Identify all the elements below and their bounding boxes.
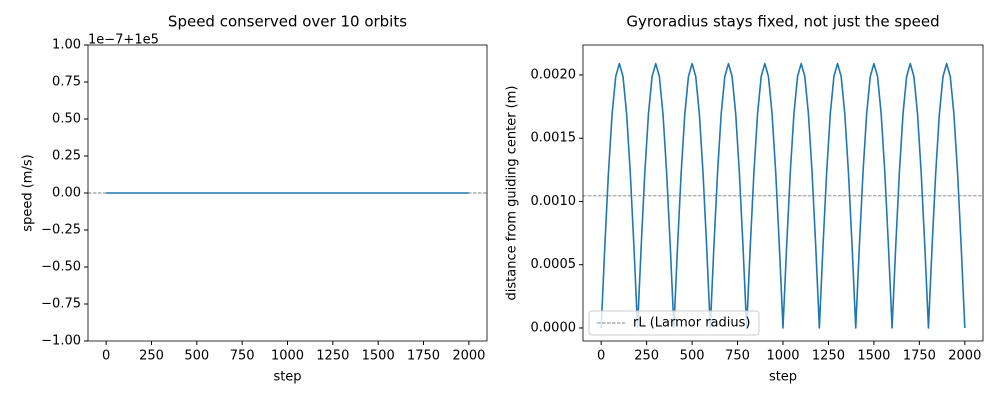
y-tick-label: 0.0020 (531, 67, 577, 82)
x-tick-label: 1000 (271, 349, 304, 364)
legend-label: rL (Larmor radius) (633, 316, 750, 331)
x-tick-label: 1250 (316, 349, 349, 364)
x-axis-label: step (273, 370, 301, 385)
plot-frame (87, 44, 488, 342)
y-tick-label: 0.0000 (531, 320, 577, 335)
y-tick-label: 1.00 (52, 38, 81, 53)
y-tick-label: 0.0005 (531, 257, 577, 272)
x-tick-label: 1750 (407, 349, 440, 364)
y-tick-label: −0.75 (41, 297, 81, 312)
x-tick-label: 1000 (766, 349, 799, 364)
x-axis-label: step (769, 370, 797, 385)
chart-title: Speed conserved over 10 orbits (168, 13, 407, 31)
x-tick-label: 250 (634, 349, 659, 364)
x-tick-label: 0 (597, 349, 605, 364)
x-tick-label: 1250 (812, 349, 845, 364)
chart-title: Gyroradius stays fixed, not just the spe… (626, 13, 939, 31)
y-tick-label: 0.75 (52, 75, 81, 90)
x-tick-label: 500 (680, 349, 705, 364)
y-tick-label: −0.50 (41, 260, 81, 275)
x-tick-label: 0 (102, 349, 110, 364)
y-axis-label: distance from guiding center (m) (505, 86, 520, 301)
x-tick-label: 250 (139, 349, 164, 364)
x-tick-label: 1500 (857, 349, 890, 364)
x-tick-label: 750 (230, 349, 255, 364)
x-tick-label: 500 (184, 349, 209, 364)
y-tick-label: −1.00 (41, 334, 81, 349)
y-tick-label: 0.50 (52, 112, 81, 127)
y-axis-label: speed (m/s) (21, 154, 36, 231)
plot-frame (582, 44, 984, 342)
legend-box (588, 310, 760, 336)
data-line (600, 62, 966, 329)
y-tick-label: 0.0015 (531, 131, 577, 146)
y-tick-label: 0.00 (52, 186, 81, 201)
y-tick-label: 0.0010 (531, 194, 577, 209)
y-tick-label: −0.25 (41, 223, 81, 238)
x-tick-label: 750 (725, 349, 750, 364)
offset-text: 1e−7+1e5 (88, 33, 159, 48)
x-tick-label: 2000 (948, 349, 981, 364)
x-tick-label: 1500 (362, 349, 395, 364)
y-tick-label: 0.25 (52, 149, 81, 164)
x-tick-label: 2000 (452, 349, 485, 364)
x-tick-label: 1750 (903, 349, 936, 364)
